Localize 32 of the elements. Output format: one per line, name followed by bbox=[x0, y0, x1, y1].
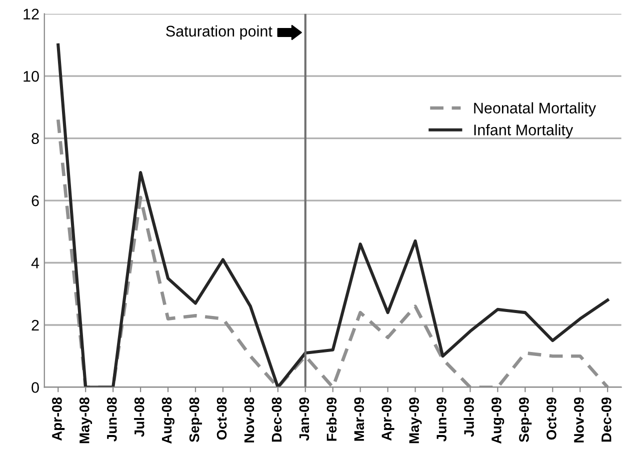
x-tick-label: Apr-08 bbox=[52, 397, 65, 441]
x-tick-label: May-08 bbox=[79, 397, 92, 444]
y-tick-label: 6 bbox=[32, 195, 39, 206]
x-tick-label: Aug-09 bbox=[492, 397, 504, 444]
x-tick-label: Apr-09 bbox=[382, 397, 394, 441]
y-tick-label: 2 bbox=[32, 320, 39, 331]
x-tick-label: Jul-09 bbox=[464, 397, 474, 437]
x-tick-label: Sep-09 bbox=[519, 397, 532, 442]
x-tick-label: Mar-09 bbox=[354, 397, 364, 441]
y-tick-label: 10 bbox=[24, 70, 39, 82]
x-tick-label: Aug-08 bbox=[162, 397, 174, 444]
x-tick-label: Nov-08 bbox=[244, 397, 254, 442]
x-tick-label: Sep-08 bbox=[189, 397, 202, 442]
line-series bbox=[56, 43, 610, 388]
legend-label: Neonatal Mortality bbox=[474, 102, 596, 117]
x-tick-label: Jun-08 bbox=[106, 397, 117, 442]
x-tick-label: Jan-09 bbox=[299, 397, 310, 441]
x-tick-label: Oct-09 bbox=[546, 397, 556, 440]
x-tick-label: May-09 bbox=[409, 397, 422, 444]
y-tick-label: 12 bbox=[24, 8, 39, 20]
x-tick-label: Feb-09 bbox=[326, 397, 337, 441]
x-tick-label: Jul-08 bbox=[134, 397, 144, 437]
x-tick-label: Dec-09 bbox=[601, 397, 612, 442]
x-tick-label: Nov-09 bbox=[574, 397, 584, 442]
x-tick-label: Jun-09 bbox=[436, 397, 446, 442]
x-tick-label: Dec-08 bbox=[272, 397, 282, 442]
x-tick-label: Oct-08 bbox=[216, 397, 227, 440]
legend-label: Infant Mortality bbox=[474, 124, 574, 138]
y-tick-label: 4 bbox=[31, 258, 40, 268]
ref-line-label: Saturation point bbox=[166, 25, 272, 40]
y-tick-label: 0 bbox=[32, 382, 39, 393]
y-tick-label: 8 bbox=[32, 133, 39, 144]
